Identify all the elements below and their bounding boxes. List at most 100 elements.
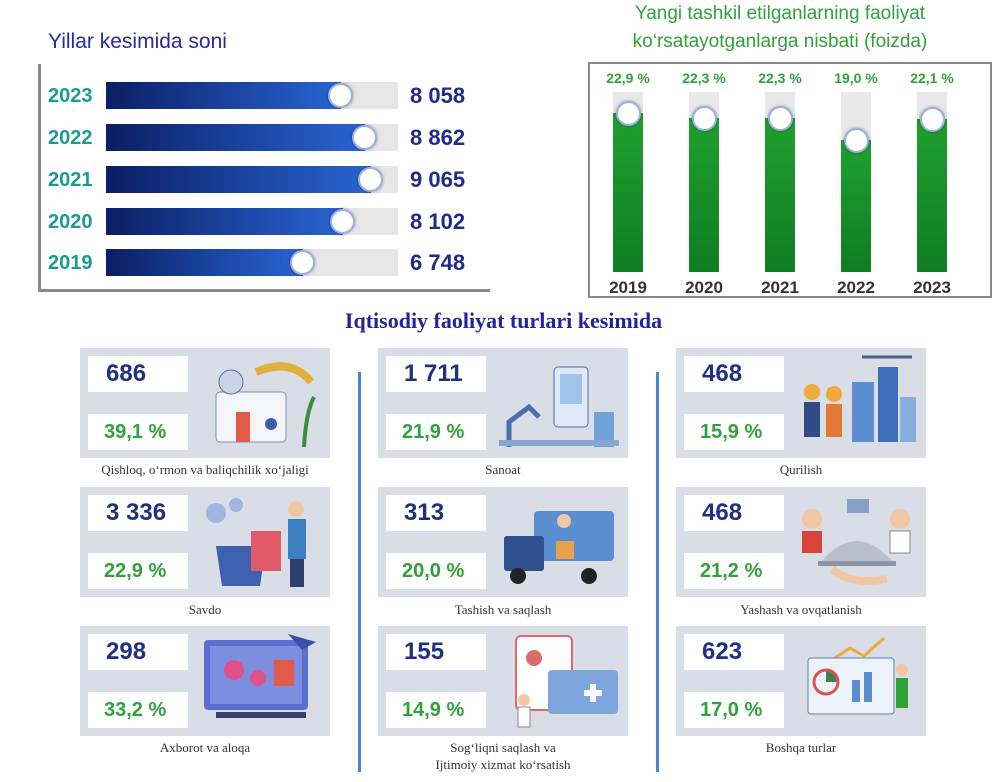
column-value-label: 22,3 % — [682, 70, 726, 86]
sector-share: 17,0 % — [684, 692, 784, 728]
sector-count: 468 — [684, 356, 784, 392]
bar — [106, 249, 303, 276]
bar-track — [106, 124, 398, 151]
bar-category-label: 2020 — [48, 211, 93, 233]
agriculture-icon — [215, 362, 316, 448]
sector-count: 3 336 — [88, 495, 188, 531]
sector-count: 155 — [386, 634, 486, 670]
column-separator — [656, 372, 659, 772]
column-value-label: 22,9 % — [606, 70, 650, 86]
bar-row: 2020 8 102 — [38, 208, 490, 236]
column-value-label: 22,1 % — [910, 70, 954, 86]
column-end-marker — [920, 107, 945, 132]
health-icon — [515, 635, 618, 728]
sector-share: 33,2 % — [88, 692, 188, 728]
section-title: Iqtisodiy faoliyat turlari kesimida — [344, 308, 663, 333]
industry-icon — [499, 366, 619, 447]
sector-name: Savdo — [188, 602, 222, 617]
sector-share: 22,9 % — [88, 553, 188, 589]
column-separator — [358, 372, 361, 772]
sector-name-line2: Ijtimoiy xizmat ko‘rsatish — [435, 757, 571, 772]
bar-track — [106, 249, 398, 276]
column-group: 22,3 % 2021 — [750, 64, 810, 300]
column-group: 22,9 % 2019 — [598, 64, 658, 300]
sector-card: 623 17,0 % — [676, 626, 926, 736]
column-end-marker — [844, 128, 869, 153]
logistics-icon — [504, 511, 614, 584]
column-end-marker — [768, 106, 793, 131]
sector-card: 468 15,9 % — [676, 348, 926, 458]
column-end-marker — [616, 101, 641, 126]
sector-name: Sog‘liqni saqlash va — [450, 740, 556, 755]
sector-share: 21,9 % — [386, 414, 486, 450]
shopping-icon — [206, 498, 306, 587]
bar-end-marker — [352, 125, 377, 150]
sector-share: 21,2 % — [684, 553, 784, 589]
bar — [106, 166, 371, 193]
sector-card: 3 336 22,9 % — [80, 487, 330, 597]
bar-value-label: 8 058 — [410, 83, 466, 108]
sector-card: 155 14,9 % — [378, 626, 628, 736]
bar-end-marker — [358, 167, 383, 192]
bar-category-label: 2023 — [48, 85, 93, 107]
column — [689, 118, 719, 272]
construction-icon — [804, 355, 916, 442]
column-value-label: 19,0 % — [834, 70, 878, 86]
sector-name: Qurilish — [779, 462, 823, 477]
column-value-label: 22,3 % — [758, 70, 802, 86]
bar-track — [106, 82, 398, 109]
bar-value-label: 8 862 — [410, 125, 466, 150]
bar-track — [106, 166, 398, 193]
sector-count: 468 — [684, 495, 784, 531]
ratio-column-chart: 22,9 % 2019 22,3 % 2020 22,3 % 2021 19,0 % 2022… — [588, 62, 992, 298]
sector-share: 39,1 % — [88, 414, 188, 450]
column-category-label: 2021 — [761, 278, 799, 297]
hospitality-icon — [802, 499, 911, 585]
column-category-label: 2023 — [913, 278, 951, 297]
column — [613, 113, 643, 272]
sector-card: 313 20,0 % — [378, 487, 628, 597]
column-category-label: 2020 — [685, 278, 723, 297]
bar-category-label: 2021 — [48, 169, 93, 191]
sector-name: Sanoat — [485, 462, 521, 477]
column-category-label: 2022 — [837, 278, 875, 297]
sector-card: 298 33,2 % — [80, 626, 330, 736]
sector-share: 15,9 % — [684, 414, 784, 450]
sector-count: 313 — [386, 495, 486, 531]
sector-card: 1 711 21,9 % — [378, 348, 628, 458]
bar-end-marker — [330, 209, 355, 234]
bar-end-marker — [328, 83, 353, 108]
sector-count: 686 — [88, 356, 188, 392]
years-chart-title: Yillar kesimida soni — [48, 30, 227, 53]
column-group: 22,1 % 2023 — [902, 64, 962, 300]
bar — [106, 124, 365, 151]
ratio-chart-title: Yangi tashkil etilganlarning faoliyat ko… — [632, 3, 928, 52]
bar-category-label: 2019 — [48, 252, 93, 274]
sector-name: Axborot va aloqa — [159, 740, 251, 755]
column — [917, 119, 947, 272]
sector-name: Qishloq, o‘rmon va baliqchilik xo‘jaligi — [101, 462, 309, 477]
column-end-marker — [692, 106, 717, 131]
bar-value-label: 6 748 — [410, 250, 466, 275]
bar-row: 2023 8 058 — [38, 82, 490, 110]
column — [765, 118, 795, 272]
bar-row: 2019 6 748 — [38, 249, 490, 277]
years-bar-chart: 2023 8 058 2022 8 862 2021 9 065 2020 8 102 2019… — [38, 64, 490, 292]
sector-name: Tashish va saqlash — [454, 602, 552, 617]
column — [841, 140, 871, 272]
sector-card: 686 39,1 % — [80, 348, 330, 458]
bar-track — [106, 208, 398, 235]
bar-value-label: 8 102 — [410, 209, 466, 234]
bar — [106, 82, 341, 109]
sector-count: 1 711 — [386, 356, 486, 392]
sector-share: 20,0 % — [386, 553, 486, 589]
bar-row: 2022 8 862 — [38, 124, 490, 152]
bar-value-label: 9 065 — [410, 167, 466, 192]
column-group: 19,0 % 2022 — [826, 64, 886, 300]
sector-count: 298 — [88, 634, 188, 670]
bar — [106, 208, 343, 235]
sector-card: 468 21,2 % — [676, 487, 926, 597]
chart-axis-bottom — [38, 289, 490, 292]
sector-share: 14,9 % — [386, 692, 486, 728]
sector-count: 623 — [684, 634, 784, 670]
